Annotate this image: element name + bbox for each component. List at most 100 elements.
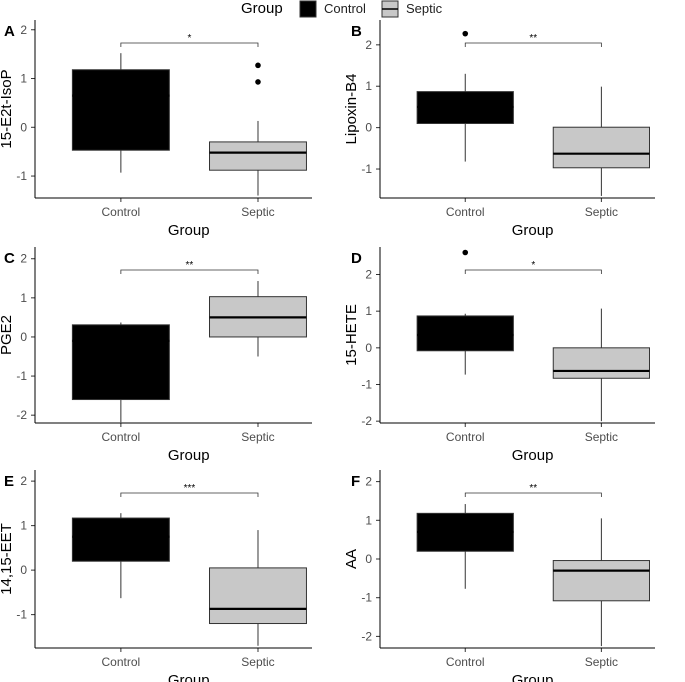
panel-letter: D bbox=[351, 250, 362, 267]
panel-letter: F bbox=[351, 473, 360, 490]
y-tick-label: -1 bbox=[361, 591, 372, 605]
bracket-line bbox=[464, 492, 602, 497]
y-tick-label: 0 bbox=[365, 121, 372, 135]
y-tick-label: -1 bbox=[16, 369, 27, 383]
significance-label: * bbox=[187, 33, 191, 44]
box-iqr bbox=[209, 567, 307, 625]
outlier-point bbox=[255, 62, 261, 69]
y-tick-label: 1 bbox=[20, 72, 27, 86]
legend-title: Group bbox=[241, 0, 283, 17]
significance-bracket: ** bbox=[464, 483, 602, 497]
box-control bbox=[71, 322, 170, 423]
box-iqr bbox=[552, 126, 650, 169]
y-tick-label: 2 bbox=[365, 38, 372, 52]
box-control bbox=[71, 53, 170, 173]
panel-letter: E bbox=[4, 473, 14, 490]
box-iqr bbox=[552, 347, 650, 379]
box-septic bbox=[209, 281, 307, 357]
y-tick-label: 1 bbox=[20, 519, 27, 533]
y-tick-label: 1 bbox=[20, 291, 27, 305]
y-tick-label: 1 bbox=[365, 513, 372, 527]
x-axis-title: Group bbox=[168, 447, 210, 464]
y-tick-label: 2 bbox=[365, 268, 372, 282]
y-axis-title: Lipoxin-B4 bbox=[343, 74, 360, 145]
x-tick-label: Septic bbox=[241, 430, 274, 444]
x-tick-label: Control bbox=[446, 655, 485, 669]
y-tick-label: 0 bbox=[20, 120, 27, 134]
box-iqr bbox=[209, 141, 307, 171]
bracket-line bbox=[120, 42, 259, 47]
y-tick-label: -2 bbox=[361, 414, 372, 428]
significance-label: * bbox=[531, 260, 535, 271]
box-iqr bbox=[71, 517, 170, 562]
box-septic bbox=[209, 530, 307, 646]
y-tick-label: 0 bbox=[20, 330, 27, 344]
box-septic bbox=[209, 62, 307, 196]
outlier-point bbox=[462, 30, 469, 37]
significance-label: *** bbox=[184, 483, 196, 494]
legend-label-control: Control bbox=[324, 1, 366, 16]
y-tick-label: 2 bbox=[20, 23, 27, 37]
panel-f: F -2 -1 0 1 2 Control Septic Group AA ** bbox=[343, 470, 655, 682]
y-tick-label: -1 bbox=[16, 169, 27, 183]
bracket-line bbox=[120, 492, 259, 497]
y-tick-label: -1 bbox=[361, 378, 372, 392]
x-axis-title: Group bbox=[512, 447, 554, 464]
legend-key-control bbox=[299, 0, 317, 18]
panels: A -1 0 1 2 Control Septic Group 15-E2t-IsoP * B -1 0… bbox=[0, 20, 655, 682]
x-tick-label: Septic bbox=[241, 655, 274, 669]
outlier-point bbox=[462, 249, 469, 256]
bracket-line bbox=[120, 269, 259, 274]
x-tick-label: Control bbox=[102, 205, 141, 219]
x-tick-label: Septic bbox=[585, 430, 618, 444]
panel-c: C -2 -1 0 1 2 Control Septic Group PGE2 ** bbox=[0, 247, 312, 464]
panel-b: B -1 0 1 2 Control Septic Group Lipoxin-B4 ** bbox=[343, 20, 655, 239]
box-septic bbox=[552, 308, 650, 422]
box-iqr bbox=[71, 324, 170, 401]
box-septic bbox=[552, 518, 650, 647]
y-axis-title: 15-E2t-IsoP bbox=[0, 69, 15, 148]
y-axis-title: 15-HETE bbox=[343, 304, 360, 366]
y-tick-label: 2 bbox=[365, 475, 372, 489]
x-tick-label: Control bbox=[102, 430, 141, 444]
y-tick-label: 0 bbox=[365, 341, 372, 355]
panel-letter: A bbox=[4, 23, 15, 40]
x-axis-title: Group bbox=[168, 222, 210, 239]
y-tick-label: 0 bbox=[20, 563, 27, 577]
y-tick-label: -1 bbox=[361, 162, 372, 176]
significance-bracket: * bbox=[464, 260, 602, 274]
significance-label: ** bbox=[529, 483, 537, 494]
y-tick-label: 1 bbox=[365, 304, 372, 318]
box-iqr bbox=[416, 315, 514, 352]
y-tick-label: 2 bbox=[20, 252, 27, 266]
panel-e: E -1 0 1 2 Control Septic Group 14,15-EET *** bbox=[0, 470, 312, 682]
panel-a: A -1 0 1 2 Control Septic Group 15-E2t-IsoP * bbox=[0, 20, 312, 239]
y-tick-label: 1 bbox=[365, 79, 372, 93]
box-control bbox=[416, 504, 514, 589]
x-tick-label: Control bbox=[446, 205, 485, 219]
significance-bracket: ** bbox=[464, 33, 602, 47]
box-iqr bbox=[71, 69, 170, 151]
box-septic bbox=[552, 86, 650, 196]
panel-d: D -2 -1 0 1 2 Control Septic Group 15-HETE * bbox=[343, 247, 655, 464]
box-control bbox=[71, 513, 170, 599]
x-axis-title: Group bbox=[512, 222, 554, 239]
outlier-point bbox=[255, 79, 261, 85]
y-axis-title: 14,15-EET bbox=[0, 523, 15, 595]
y-tick-label: -2 bbox=[361, 629, 372, 643]
box-control bbox=[416, 249, 514, 375]
significance-bracket: *** bbox=[120, 483, 259, 497]
y-tick-label: 0 bbox=[365, 552, 372, 566]
x-axis-title: Group bbox=[168, 672, 210, 682]
y-tick-label: -1 bbox=[16, 608, 27, 622]
panel-letter: B bbox=[351, 23, 362, 40]
bracket-line bbox=[464, 42, 602, 47]
legend: Group Control Septic bbox=[241, 0, 443, 18]
significance-label: ** bbox=[186, 260, 194, 271]
x-tick-label: Septic bbox=[241, 205, 274, 219]
box-iqr bbox=[552, 560, 650, 602]
y-axis-title: PGE2 bbox=[0, 315, 15, 355]
panel-letter: C bbox=[4, 250, 15, 267]
y-tick-label: 2 bbox=[20, 474, 27, 488]
